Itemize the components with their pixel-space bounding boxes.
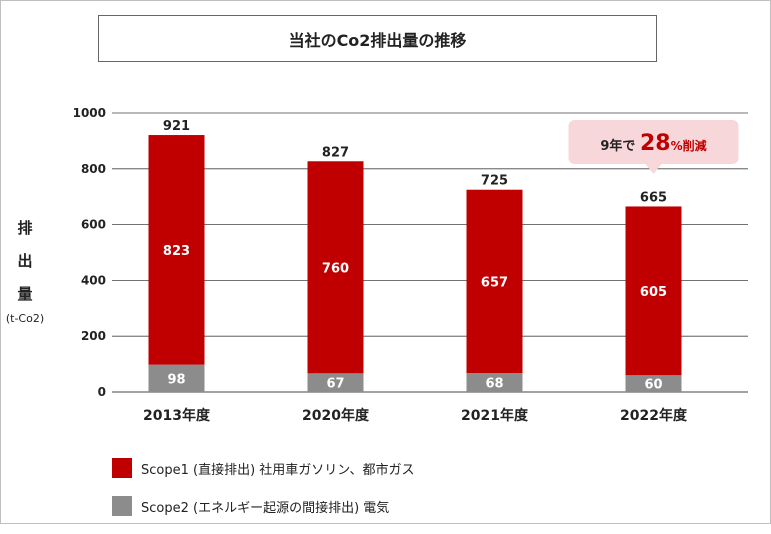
callout-suffix: %削減 bbox=[671, 138, 707, 153]
bar-scope2-2 bbox=[466, 373, 523, 392]
bar-scope1-1 bbox=[307, 161, 364, 374]
total-label-2: 725 bbox=[481, 174, 508, 189]
bar-scope2-1 bbox=[307, 373, 364, 392]
callout-bubble bbox=[568, 120, 739, 164]
y-tick-label-400: 400 bbox=[81, 273, 106, 287]
callout-prefix: 9年で bbox=[600, 138, 640, 154]
data-label-scope1-0: 823 bbox=[163, 244, 190, 259]
x-tick-label-0: 2013年度 bbox=[143, 407, 211, 424]
chart-title: 当社のCo2排出量の推移 bbox=[98, 15, 657, 62]
legend-item-scope1: Scope1 (直接排出) 社用車ガソリン、都市ガス bbox=[112, 458, 415, 478]
callout-value: 28 bbox=[640, 131, 671, 156]
data-label-scope2-3: 60 bbox=[644, 378, 662, 393]
y-axis-label-char-1: 排 bbox=[17, 219, 33, 237]
y-axis-label-char-2: 出 bbox=[17, 252, 33, 270]
y-axis-label-char-3: 量 bbox=[17, 285, 33, 303]
bar-scope1-2 bbox=[466, 189, 523, 374]
legend-item-scope2: Scope2 (エネルギー起源の間接排出) 電気 bbox=[112, 496, 415, 516]
legend-label-scope1: Scope1 (直接排出) 社用車ガソリン、都市ガス bbox=[141, 462, 415, 478]
y-tick-label-200: 200 bbox=[81, 329, 106, 343]
y-tick-label-800: 800 bbox=[81, 162, 106, 176]
y-axis-unit: (t-Co2) bbox=[5, 312, 45, 325]
data-label-scope2-0: 98 bbox=[167, 372, 185, 387]
total-label-1: 827 bbox=[322, 145, 349, 160]
bar-scope2-0 bbox=[148, 364, 205, 392]
data-label-scope1-3: 605 bbox=[640, 285, 667, 300]
y-tick-label-600: 600 bbox=[81, 218, 106, 232]
x-tick-label-2: 2021年度 bbox=[461, 407, 529, 424]
legend: Scope1 (直接排出) 社用車ガソリン、都市ガス Scope2 (エネルギー… bbox=[112, 458, 415, 534]
y-axis-label: 排 出 量 bbox=[8, 212, 42, 311]
legend-label-scope2: Scope2 (エネルギー起源の間接排出) 電気 bbox=[141, 500, 390, 516]
callout-text: 9年で 28%削減 bbox=[600, 131, 706, 156]
callout-pointer bbox=[645, 164, 662, 174]
y-tick-label-0: 0 bbox=[98, 385, 106, 399]
total-label-3: 665 bbox=[640, 190, 667, 205]
legend-swatch-scope2 bbox=[112, 496, 132, 516]
legend-swatch-scope1 bbox=[112, 458, 132, 478]
x-tick-label-3: 2022年度 bbox=[620, 407, 688, 424]
data-label-scope2-2: 68 bbox=[485, 377, 503, 392]
y-tick-label-1000: 1000 bbox=[73, 106, 106, 120]
bar-scope1-0 bbox=[148, 135, 205, 365]
data-label-scope2-1: 67 bbox=[326, 377, 344, 392]
data-label-scope1-2: 657 bbox=[481, 275, 508, 290]
bar-scope2-3 bbox=[625, 375, 682, 392]
x-tick-label-1: 2020年度 bbox=[302, 407, 370, 424]
data-label-scope1-1: 760 bbox=[322, 261, 349, 276]
total-label-0: 921 bbox=[163, 119, 190, 134]
bar-scope1-3 bbox=[625, 206, 682, 376]
